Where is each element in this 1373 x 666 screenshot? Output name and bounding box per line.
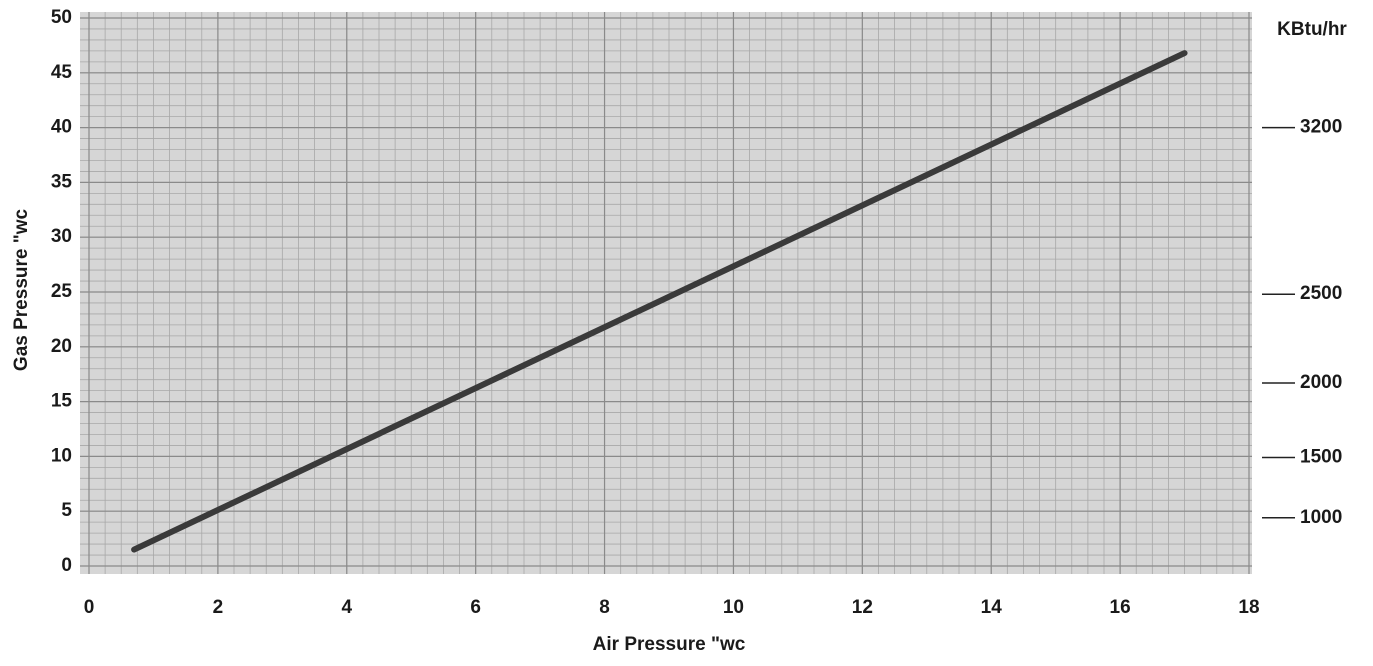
data-line xyxy=(131,50,1188,553)
x-tick-label: 2 xyxy=(213,597,224,618)
y-tick-label: 20 xyxy=(51,336,72,357)
x-tick-label: 16 xyxy=(1110,597,1131,618)
x-tick-label: 6 xyxy=(470,597,481,618)
y2-tick-label: 1000 xyxy=(1300,507,1342,528)
y-tick-label: 10 xyxy=(51,445,72,466)
y-tick-label: 0 xyxy=(61,555,72,576)
x-tick-label: 0 xyxy=(84,597,95,618)
y2-tick-label: 1500 xyxy=(1300,447,1342,468)
y2-tick-label: 2000 xyxy=(1300,372,1342,393)
y-tick-label: 25 xyxy=(51,281,73,302)
x-tick-label: 8 xyxy=(599,597,610,618)
y-tick-label: 35 xyxy=(51,171,73,192)
x-tick-label: 10 xyxy=(723,597,744,618)
y-tick-label: 30 xyxy=(51,226,72,247)
y-axis-label: Gas Pressure "wc xyxy=(11,208,32,371)
x-tick-label: 14 xyxy=(981,597,1003,618)
y-tick-label: 45 xyxy=(51,62,73,83)
x-tick-label: 4 xyxy=(341,597,352,618)
y-tick-label: 40 xyxy=(51,117,72,138)
y2-axis-label: KBtu/hr xyxy=(1277,19,1347,40)
y2-tick-label: 3200 xyxy=(1300,117,1342,138)
y2-tick-label: 2500 xyxy=(1300,283,1342,304)
y-tick-label: 50 xyxy=(51,7,72,28)
y-tick-label: 15 xyxy=(51,391,73,412)
x-tick-label: 12 xyxy=(852,597,873,618)
y-tick-label: 5 xyxy=(61,500,72,521)
x-axis-label: Air Pressure "wc xyxy=(593,634,746,655)
x-tick-label: 18 xyxy=(1238,597,1259,618)
